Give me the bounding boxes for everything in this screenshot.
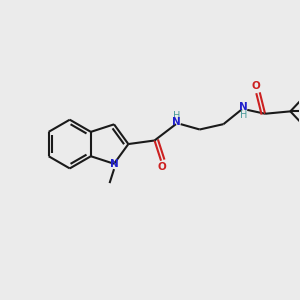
Text: N: N bbox=[110, 159, 118, 169]
Text: H: H bbox=[240, 110, 247, 120]
Text: H: H bbox=[173, 111, 181, 121]
Text: O: O bbox=[252, 81, 260, 91]
Text: N: N bbox=[239, 102, 248, 112]
Text: O: O bbox=[157, 162, 166, 172]
Text: N: N bbox=[172, 117, 181, 127]
